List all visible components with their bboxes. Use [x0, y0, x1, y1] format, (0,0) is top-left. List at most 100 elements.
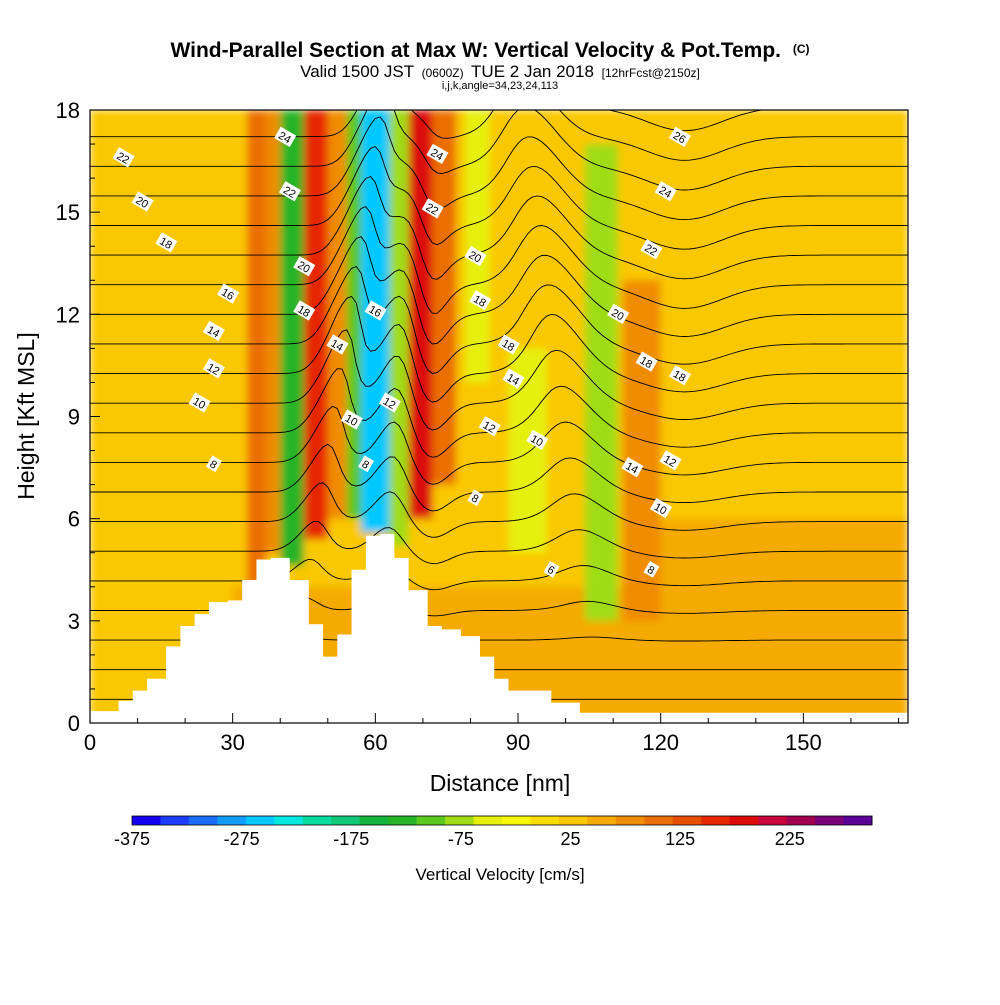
svg-text:10: 10: [528, 433, 545, 450]
contour-label: 22: [112, 147, 135, 168]
chart-subtitle-indices: i,j,k,angle=34,23,24,113: [442, 80, 558, 92]
contour-label: 8: [205, 455, 222, 473]
colorbar-swatch: [416, 816, 446, 825]
colorbar-swatch: [644, 816, 674, 825]
contour-label: 24: [654, 181, 677, 202]
x-tick-label: 150: [785, 730, 822, 755]
contour-label: 14: [621, 457, 644, 478]
contour-label: 22: [278, 181, 302, 202]
colorbar-swatch: [132, 816, 161, 825]
svg-text:26: 26: [671, 130, 688, 147]
svg-text:8: 8: [469, 492, 480, 505]
x-tick-label: 90: [506, 730, 530, 755]
colorbar-swatch: [388, 816, 418, 825]
colorbar-label: -375: [114, 829, 150, 849]
svg-text:24: 24: [428, 147, 445, 164]
colorbar-swatch: [587, 816, 617, 825]
colorbar-swatch: [815, 816, 845, 825]
contour-label: 18: [155, 232, 178, 253]
contour-label: 18: [293, 300, 316, 321]
svg-text:14: 14: [328, 338, 345, 355]
y-tick-label: 18: [56, 98, 80, 123]
svg-text:12: 12: [205, 361, 222, 378]
contour-label: 22: [421, 198, 444, 219]
x-axis: 0 30 60 90 120 150: [84, 713, 899, 755]
terrain-mask: [90, 533, 908, 723]
contour-label: 16: [217, 283, 240, 304]
contour-label: 10: [188, 392, 211, 413]
velocity-cell: [327, 110, 347, 519]
svg-text:18: 18: [471, 293, 488, 310]
svg-text:12: 12: [661, 453, 678, 470]
colorbar-swatch: [615, 816, 645, 825]
contour-label: 12: [378, 392, 401, 413]
contour-label: 6: [543, 560, 560, 578]
colorbar-label: -175: [333, 829, 369, 849]
velocity-cell: [389, 110, 409, 546]
svg-text:18: 18: [295, 304, 312, 321]
y-axis-label: Height [Kft MSL]: [13, 332, 39, 499]
y-tick-label: 3: [68, 609, 80, 634]
theta-contour: [90, 146, 908, 250]
colorbar-swatch: [217, 816, 247, 825]
svg-text:10: 10: [191, 395, 208, 412]
svg-text:22: 22: [642, 242, 659, 259]
colorbar-label: 225: [775, 829, 805, 849]
theta-contour: [90, 0, 908, 42]
svg-text:16: 16: [367, 304, 384, 321]
contour-label: 10: [340, 409, 363, 430]
colorbar-swatch: [331, 816, 361, 825]
colorbar-label: 125: [665, 829, 695, 849]
contour-label: 20: [607, 303, 630, 325]
svg-text:12: 12: [381, 395, 398, 412]
colorbar-swatch: [502, 816, 531, 825]
contour-label: 14: [502, 368, 525, 389]
colorbar-label: -75: [448, 829, 474, 849]
x-tick-label: 0: [84, 730, 96, 755]
svg-text:20: 20: [134, 195, 151, 212]
svg-text:20: 20: [466, 249, 483, 266]
chart-subtitle: Valid 1500 JST (0600Z) TUE 2 Jan 2018 [1…: [300, 62, 700, 81]
contour-label: 16: [364, 300, 387, 321]
contour-label: 8: [643, 560, 660, 578]
svg-text:20: 20: [295, 259, 312, 276]
theta-contour: [90, 110, 908, 161]
velocity-cell: [432, 110, 457, 485]
velocity-cell: [660, 518, 908, 723]
colorbar-swatch: [160, 816, 190, 825]
theta-contour: [90, 295, 908, 403]
contour-label: 14: [202, 320, 225, 342]
svg-text:16: 16: [219, 287, 236, 304]
y-axis: 0 3 6 9 12 15 18: [56, 98, 100, 736]
theta-contour: [90, 329, 908, 431]
svg-text:14: 14: [623, 460, 640, 477]
colorbar-swatch: [302, 816, 332, 825]
colorbar-swatch: [359, 816, 389, 825]
colorbar-swatch: [530, 816, 560, 825]
contour-label: 24: [274, 126, 297, 147]
svg-text:18: 18: [500, 338, 517, 355]
theta-contour: [90, 520, 908, 565]
colorbar-swatch: [558, 816, 588, 825]
svg-text:14: 14: [504, 372, 521, 389]
colorbar-title: Vertical Velocity [cm/s]: [415, 865, 584, 884]
colorbar-swatch: [672, 816, 702, 825]
copyright-mark: (C): [793, 42, 810, 56]
contour-label: 8: [467, 489, 484, 507]
contour-label: 20: [293, 256, 316, 277]
theta-contour: [90, 482, 908, 538]
y-tick-label: 6: [68, 507, 80, 532]
svg-text:22: 22: [114, 150, 131, 167]
svg-text:12: 12: [481, 419, 498, 436]
chart-title: Wind-Parallel Section at Max W: Vertical…: [170, 39, 809, 62]
svg-text:14: 14: [205, 324, 222, 341]
svg-text:10: 10: [343, 413, 360, 430]
velocity-cell: [465, 110, 490, 383]
contour-label: 20: [464, 245, 487, 267]
colorbar-swatch: [274, 816, 304, 825]
contour-label: 20: [131, 191, 154, 212]
theta-contour: [90, 176, 908, 280]
theta-contour: [90, 368, 908, 458]
colorbar-swatch: [245, 816, 275, 825]
